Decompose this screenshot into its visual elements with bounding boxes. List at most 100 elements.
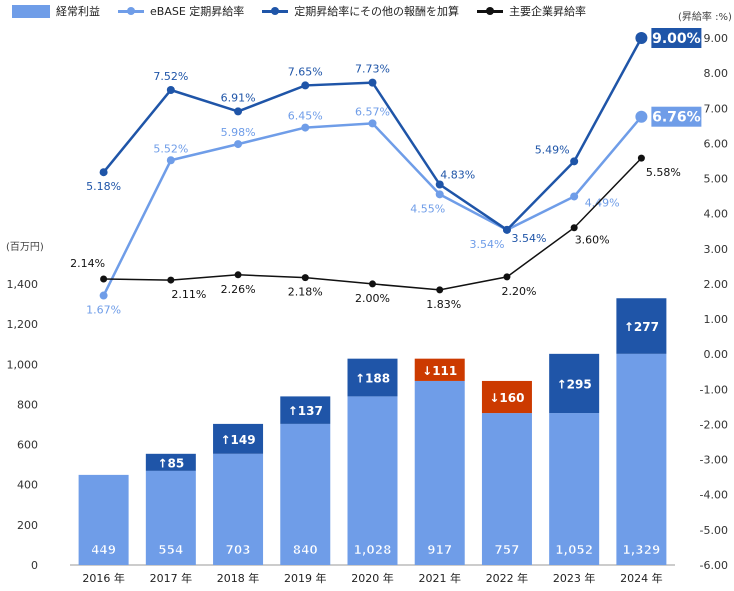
series-point-1 [635,32,648,44]
series-point-0 [570,192,579,201]
bar-delta [213,423,264,454]
legend-swatch-major [477,6,504,15]
bar-value-label: 1,028 [354,543,392,557]
x-axis-tick: 2017 年 [150,571,193,585]
series-label-1: 7.73% [355,63,390,76]
series-label-0: 6.57% [355,105,390,118]
left-axis-tick: 400 [17,479,38,492]
bar-base [347,396,398,565]
series-label-2: 2.20% [501,285,536,298]
series-label-1: 7.52% [153,70,188,83]
series-point-0 [301,123,310,132]
right-axis-tick: 0.00 [704,348,729,361]
series-point-0 [435,190,444,199]
left-axis-tick: 600 [17,439,38,452]
left-axis-tick: 0 [31,559,38,572]
legend-label-ebase: eBASE 定期昇給率 [150,5,245,18]
bar-delta-label: ↑85 [157,456,184,470]
legend-swatch-bar [12,4,50,18]
series-point-0 [99,291,108,300]
series-label-2: 1.83% [426,298,461,311]
right-axis-tick: 2.00 [704,278,729,291]
left-axis-tick: 200 [17,519,38,532]
series-label-2: 2.14% [70,257,105,270]
bar-value-label: 1,052 [555,543,593,557]
bar-base [414,380,465,565]
x-axis-tick: 2016 年 [82,571,125,585]
series-point-1 [502,225,511,234]
left-axis-tick: 1,000 [7,358,39,371]
bar-value-label: 1,329 [622,543,660,557]
right-axis-tick: -1.00 [700,383,728,396]
bar-delta-label: ↑295 [557,377,592,391]
series-label-2: 5.58% [646,166,681,179]
series-line-2 [103,157,642,291]
legend-label-bars: 経常利益 [56,5,100,18]
bar-delta-label: ↓160 [489,391,524,405]
series-label-0: 1.67% [86,304,121,317]
series-label-2: 2.18% [288,286,323,299]
series-label-2: 2.26% [221,283,256,296]
legend-swatch-ebase [118,6,144,15]
legend-item-bars: 経常利益 [12,3,100,19]
series-point-1 [435,180,444,189]
right-axis-tick: 4.00 [704,208,729,221]
bar-delta [481,380,532,414]
bar-base [616,353,667,565]
bar-delta [616,298,667,354]
series-label-2: 2.11% [171,288,206,301]
series-point-1 [368,78,377,87]
bar-value-label: 917 [427,543,452,557]
bar-value-label: 449 [91,543,116,557]
left-axis-tick: 1,400 [7,278,39,291]
bar-value-label: 703 [226,543,251,557]
bar-base [78,474,129,565]
legend-swatch-other [262,6,289,15]
legend-item-major: 主要企業昇給率 [477,3,586,19]
left-axis-tick: 800 [17,398,38,411]
series-point-1 [570,157,579,166]
series-label-0: 5.52% [153,142,188,155]
bar-value-label: 757 [494,543,519,557]
series-label-0: 6.45% [288,110,323,123]
series-point-1 [166,85,175,94]
right-axis-tick: 9.00 [704,32,729,45]
right-axis-tick: 1.00 [704,313,729,326]
legend: 経常利益 eBASE 定期昇給率 定期昇給率にその他の報酬を加算 主要企業昇給率 [12,3,586,19]
series-point-2 [369,280,376,288]
legend-label-other: 定期昇給率にその他の報酬を加算 [294,5,460,18]
bar-base [145,470,196,565]
x-axis-tick: 2018 年 [217,571,260,585]
series-point-0 [635,110,648,123]
right-axis-tick: -3.00 [700,454,728,467]
legend-item-other: 定期昇給率にその他の報酬を加算 [262,3,459,19]
x-axis-tick: 2022 年 [486,571,529,585]
series-label-0: 4.55% [410,202,445,215]
right-axis-tick: -4.00 [700,489,728,502]
right-axis-tick: 3.00 [704,243,729,256]
series-point-0 [234,140,243,149]
legend-item-ebase: eBASE 定期昇給率 [118,3,244,19]
series-point-1 [234,107,243,116]
x-axis-tick: 2023 年 [553,571,596,585]
series-point-2 [570,224,578,232]
series-label-0: 5.98% [221,126,256,139]
right-axis-tick: 6.00 [704,137,729,150]
series-label-1: 5.49% [535,143,570,156]
bar-delta-label: ↑277 [624,320,659,334]
legend-label-major: 主要企業昇給率 [509,5,587,18]
series-point-0 [166,156,175,165]
right-axis-tick: -6.00 [700,559,728,572]
series-final-badge-1 [651,28,702,48]
series-final-badge-0 [651,106,702,127]
series-point-1 [99,168,108,177]
series-label-1: 4.83% [440,169,475,182]
series-point-2 [503,273,511,281]
series-point-2 [637,154,645,162]
series-point-1 [301,81,310,90]
bar-delta [280,396,331,424]
bar-delta-label: ↑149 [221,433,256,447]
series-label-1: 5.18% [86,180,121,193]
